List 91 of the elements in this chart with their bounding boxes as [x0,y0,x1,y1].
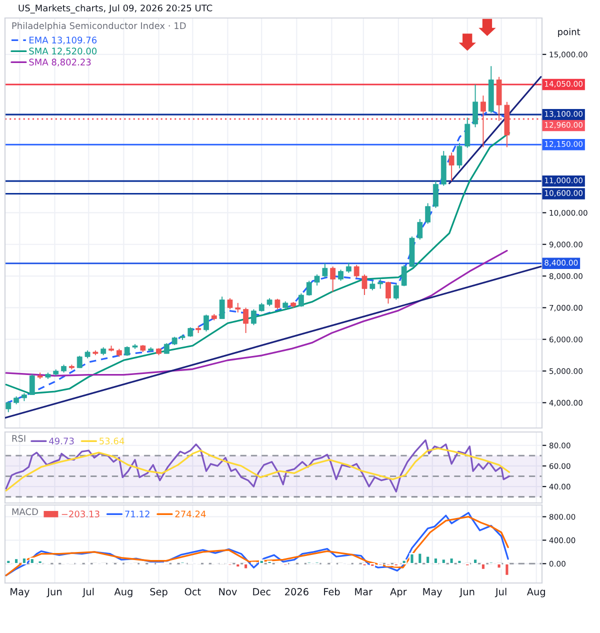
chart-title: RSI [12,435,26,442]
line-series [5,250,508,377]
candlestick [322,262,328,278]
bar [29,558,35,564]
candlestick [227,298,233,310]
candlestick [472,84,478,128]
candlestick [456,142,462,169]
chart-title: MACD [12,508,38,516]
bar [456,559,462,564]
bar [496,562,502,570]
bar [266,560,272,564]
candlestick [370,280,376,291]
legend-label: 49.73 [49,438,74,444]
candlestick [378,278,384,290]
line-series [5,448,510,492]
legend-label: 53.64 [100,438,124,444]
bar [472,558,478,564]
candlestick [298,292,304,308]
candlestick [188,326,194,338]
x-tick-label: Jun [459,588,474,598]
bar [433,557,438,564]
candlestick [480,95,486,148]
candlestick [417,218,423,240]
bar [504,562,510,576]
bar [440,558,446,564]
legend-label: EMA 13,109.76 [30,36,97,44]
candlestick [401,264,407,287]
candlestick [274,298,280,310]
x-tick-label: Aug [114,588,132,598]
legend-label: SMA 8,802.23 [29,58,91,66]
bar [417,552,423,564]
legend-label: −203.13 [62,510,100,518]
bar [464,562,470,567]
chart-title: Philadelphia Semiconductor Index · 1D [12,22,186,31]
bar [480,562,486,570]
candlestick [425,202,431,224]
candlestick [362,274,368,296]
bar [37,560,43,564]
candlestick [330,266,336,292]
x-tick-label: Sep [150,588,168,598]
candlestick [433,180,438,208]
x-tick-label: Oct [184,588,201,596]
candlestick [235,302,241,313]
x-tick-label: Apr [390,588,407,598]
candlestick [204,314,209,332]
candlestick [464,117,470,148]
bar [235,562,241,568]
candlestick [386,281,391,304]
x-tick-label: Jun [46,588,62,598]
candlestick [448,152,454,182]
bar [22,557,27,564]
bar [409,552,415,564]
bar [448,557,454,564]
x-tick-label: 2026 [285,588,308,596]
bar [401,559,407,564]
candlestick [124,346,130,356]
x-tick-label: Mar [355,588,373,596]
candlestick [346,262,352,274]
bar [370,562,376,568]
candlestick [6,400,12,413]
x-tick-label: Jul [494,588,506,598]
x-tick-label: Aug [526,588,545,598]
candlestick [354,264,360,278]
candlestick [219,296,225,320]
bar [258,559,264,564]
candlestick [76,355,82,368]
y-axis-title: point [558,28,580,37]
candlestick [243,307,248,334]
candlestick [251,308,256,326]
x-tick-label: Nov [219,588,237,596]
bar [243,562,248,570]
x-tick-label: Jul [82,588,94,598]
legend-label: 274.24 [175,510,206,518]
bar [6,559,12,564]
x-tick-label: Feb [324,588,340,596]
candlestick [164,342,170,354]
bar [393,562,399,567]
text: US_Markets_charts, Jul 09, 2026 20:25 UTC [18,4,212,14]
bar [362,562,368,567]
bar [425,555,430,564]
candlestick [338,269,344,282]
candlestick [306,280,312,296]
x-tick-label: May [423,588,442,598]
candlestick [393,283,399,300]
legend-label: SMA 12,520.00 [29,48,97,56]
candlestick [314,274,320,286]
candlestick [29,374,35,396]
legend-label: 71.12 [125,510,150,518]
x-tick-label: Dec [253,588,270,596]
x-tick-label: May [10,588,30,598]
bar [14,558,19,564]
